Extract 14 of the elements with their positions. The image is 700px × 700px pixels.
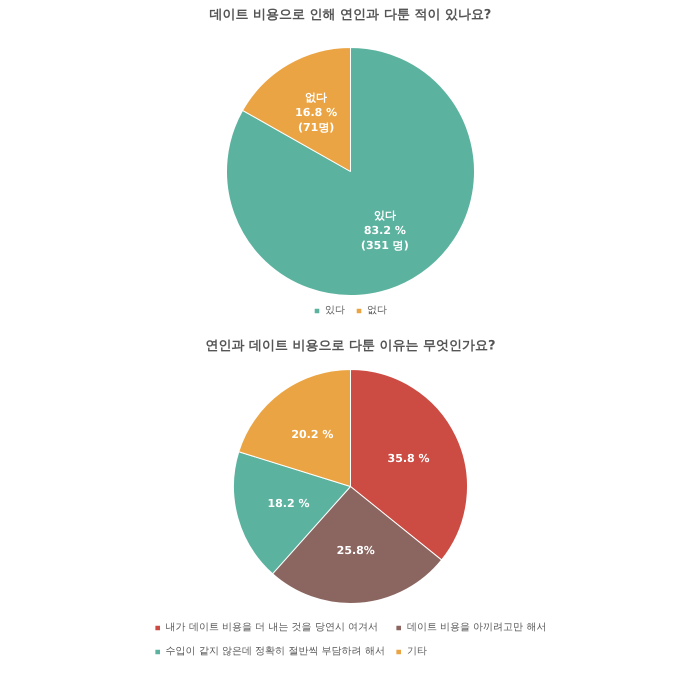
legend-label: 데이트 비용을 아끼려고만 해서 [406,621,546,634]
legend-label: 없다 [367,304,387,317]
data-label: 없다 16.8 % (71명) [295,91,338,134]
data-label: 35.8 % [388,452,430,466]
legend-label: 기타 [406,645,427,658]
data-label: 있다 83.2 % (351 명) [360,208,409,252]
chart-title: 데이트 비용으로 인해 연인과 다툰 적이 있나요? [210,8,492,22]
legend-label: 수입이 같지 않은데 정확히 절반씩 부담하려 해서 [166,645,385,658]
legend-label: 내가 데이트 비용을 더 내는 것을 당연시 여겨서 [166,621,378,634]
chart-title: 연인과 데이트 비용으로 다툰 이유는 무엇인가요? [205,338,496,354]
data-label: 20.2 % [291,428,334,442]
data-label: 18.2 % [267,497,310,510]
data-label: 25.8% [336,544,375,558]
legend-label: 있다 [325,304,345,317]
